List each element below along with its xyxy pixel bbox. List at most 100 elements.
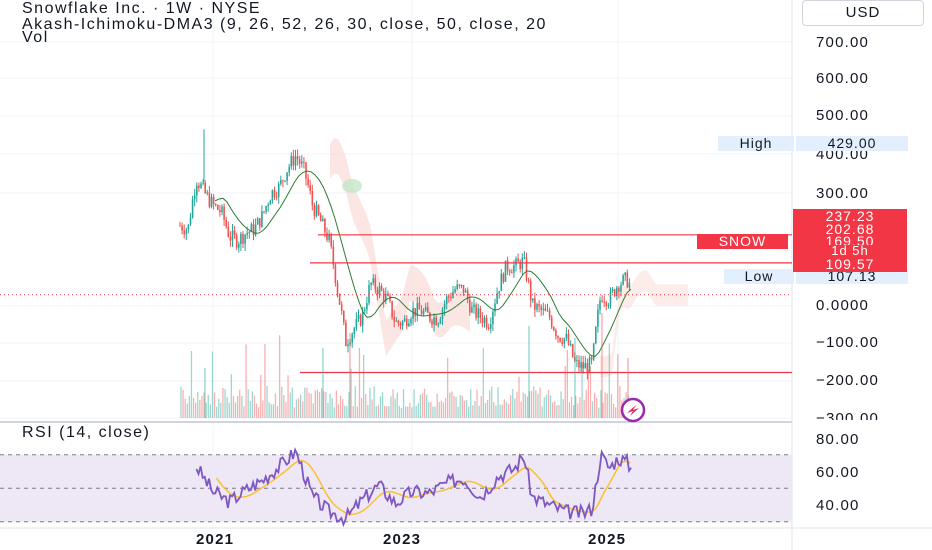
volume-bar (367, 404, 369, 418)
candle-body (376, 289, 379, 295)
volume-bar (442, 402, 445, 418)
candle-body (309, 185, 311, 192)
volume-bar (598, 407, 600, 418)
volume-bar (447, 357, 449, 418)
volume-bar (491, 386, 493, 418)
candle-body (555, 330, 557, 337)
volume-bar (606, 393, 608, 418)
rsi-tick: 40.00 (816, 497, 860, 514)
volume-tick-clip: −300.00 (800, 410, 920, 420)
time-label: 2021 (196, 531, 235, 548)
volume-bar (335, 390, 337, 418)
volume-bar (579, 397, 581, 418)
volume-bar (587, 370, 589, 418)
volume-bar (184, 398, 186, 418)
time-label: 2025 (588, 531, 627, 548)
candle-body (437, 323, 440, 326)
candle-body (202, 182, 204, 184)
candle-body (286, 172, 288, 181)
volume-bar (535, 390, 537, 418)
candle-body (515, 258, 517, 266)
candle-body (284, 180, 286, 182)
volume-bar (306, 387, 308, 418)
volume-bar (192, 397, 195, 418)
candle-body (326, 232, 328, 240)
candle-body (450, 297, 452, 299)
candle-body (504, 260, 507, 282)
candle-body (334, 264, 337, 283)
candle-body (219, 209, 221, 213)
candle-body (189, 217, 192, 225)
volume-bar (501, 404, 503, 418)
volume-bar (234, 402, 237, 418)
candle-body (368, 285, 370, 304)
candle-body (357, 314, 360, 320)
candle-body (456, 284, 458, 290)
volume-bar (484, 403, 487, 418)
volume-bar (201, 395, 203, 418)
candle-body (513, 265, 515, 273)
candle-body (624, 272, 626, 276)
candle-body (235, 234, 238, 248)
candle-body (613, 289, 616, 296)
volume-bar (562, 399, 564, 418)
candle-body (479, 308, 482, 318)
candle-body (355, 319, 358, 329)
volume-tick: −100.00 (816, 334, 880, 351)
candle-body (500, 273, 503, 292)
volume-bar (453, 395, 455, 418)
volume-bar (318, 391, 321, 418)
candle-body (227, 226, 230, 237)
candle-body (328, 234, 330, 240)
candle-body (347, 344, 349, 347)
volume-bar (344, 405, 346, 418)
volume-bar (612, 403, 615, 418)
candle-body (305, 162, 307, 179)
volume-bar (337, 404, 340, 418)
candle-body (267, 204, 269, 207)
candle-body (538, 304, 540, 307)
volume-bar (390, 396, 392, 418)
volume-bar (386, 406, 388, 418)
volume-bar (304, 387, 306, 418)
low-label: Low (724, 269, 794, 284)
rsi-title[interactable]: RSI (14, close) (22, 424, 151, 441)
candle-body (269, 200, 272, 205)
candle-body (370, 283, 372, 286)
candle-body (179, 225, 181, 227)
indicator-legend[interactable]: Akash-Ichimoku-DMA3 (9, 26, 52, 26, 30, … (22, 16, 547, 33)
volume-legend[interactable]: Vol (22, 29, 49, 46)
volume-bar (354, 386, 356, 418)
volume-bar (262, 400, 264, 418)
volume-bar (573, 405, 575, 418)
candle-body (508, 270, 511, 273)
candle-body (198, 185, 200, 188)
volume-bar (287, 375, 289, 418)
candle-body (244, 234, 246, 244)
currency-button[interactable]: USD (802, 0, 924, 26)
volume-bar (556, 405, 558, 418)
candle-body (372, 278, 374, 284)
volume-bar (279, 335, 281, 418)
candle-body (609, 291, 612, 306)
volume-bar (204, 368, 206, 418)
volume-bar (449, 392, 451, 418)
candle-body (403, 318, 406, 322)
volume-bar (457, 406, 459, 418)
high-label: High (718, 136, 794, 151)
volume-bar (602, 402, 604, 418)
rsi-line (195, 447, 632, 528)
volume-bar (411, 407, 413, 418)
volume-bar (285, 402, 287, 418)
volume-bar (585, 389, 587, 418)
volume-bar (455, 396, 457, 418)
candle-body (231, 230, 234, 241)
volume-bar (600, 390, 602, 418)
volume-bar (195, 402, 197, 418)
volume-bar (258, 407, 260, 418)
volume-bar (574, 338, 576, 418)
volume-bar (384, 406, 386, 418)
volume-tick: 0.0000 (816, 297, 870, 314)
candle-body (597, 309, 599, 327)
